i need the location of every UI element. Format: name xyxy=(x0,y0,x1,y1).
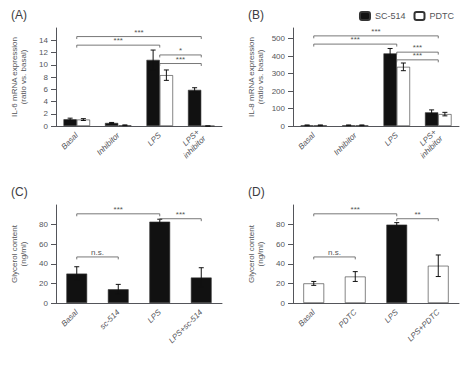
svg-text:500: 500 xyxy=(272,34,286,43)
svg-text:Inhibitor: Inhibitor xyxy=(95,131,122,158)
svg-text:IL-8 mRNA expression: IL-8 mRNA expression xyxy=(247,37,256,117)
svg-text:Basal: Basal xyxy=(59,308,80,329)
svg-text:40: 40 xyxy=(39,259,48,268)
svg-text:(ng/ml): (ng/ml) xyxy=(256,241,265,266)
svg-text:(ratio vs. basal): (ratio vs. basal) xyxy=(19,49,28,104)
svg-text:60: 60 xyxy=(39,240,48,249)
svg-text:inhibitor: inhibitor xyxy=(418,134,444,160)
svg-text:LPS+: LPS+ xyxy=(417,127,439,148)
svg-text:(C): (C) xyxy=(11,185,28,199)
svg-text:Glycerol content: Glycerol content xyxy=(247,224,256,283)
svg-text:10: 10 xyxy=(39,60,48,69)
svg-text:***: *** xyxy=(114,36,123,45)
svg-text:(A): (A) xyxy=(11,8,27,22)
svg-text:LPS: LPS xyxy=(383,130,401,148)
svg-text:Inhibitor: Inhibitor xyxy=(332,131,359,158)
svg-text:20: 20 xyxy=(276,279,285,288)
svg-text:0: 0 xyxy=(44,299,49,308)
svg-text:0: 0 xyxy=(281,299,286,308)
svg-text:4: 4 xyxy=(44,97,49,106)
svg-text:SC-514: SC-514 xyxy=(375,11,406,21)
svg-text:***: *** xyxy=(114,205,123,214)
svg-text:(ratio vs. basal): (ratio vs. basal) xyxy=(256,49,265,104)
svg-text:400: 400 xyxy=(272,52,286,61)
svg-text:2: 2 xyxy=(44,109,49,118)
svg-text:***: *** xyxy=(413,51,422,60)
svg-text:Basal: Basal xyxy=(59,131,80,152)
svg-text:inhibitor: inhibitor xyxy=(181,134,207,160)
svg-text:***: *** xyxy=(176,55,185,64)
svg-text:200: 200 xyxy=(272,87,286,96)
svg-text:LPS: LPS xyxy=(146,130,164,148)
svg-text:80: 80 xyxy=(276,220,285,229)
svg-text:0: 0 xyxy=(281,122,286,131)
svg-text:PDTC: PDTC xyxy=(430,11,455,21)
svg-text:**: ** xyxy=(414,210,420,219)
svg-text:LPS+PDTC: LPS+PDTC xyxy=(406,308,442,344)
svg-text:40: 40 xyxy=(276,259,285,268)
svg-text:n.s.: n.s. xyxy=(328,248,341,257)
svg-text:LPS: LPS xyxy=(146,307,164,325)
svg-text:12: 12 xyxy=(39,48,48,57)
svg-text:n.s.: n.s. xyxy=(91,248,104,257)
svg-text:0: 0 xyxy=(44,122,49,131)
svg-text:8: 8 xyxy=(44,73,49,82)
svg-text:14: 14 xyxy=(39,36,48,45)
svg-text:IL-6 mRNA expression: IL-6 mRNA expression xyxy=(10,37,19,117)
svg-text:100: 100 xyxy=(272,104,286,113)
svg-text:(D): (D) xyxy=(248,185,265,199)
svg-text:sc-514: sc-514 xyxy=(98,307,122,331)
svg-text:Basal: Basal xyxy=(296,308,317,329)
svg-text:20: 20 xyxy=(39,279,48,288)
svg-text:60: 60 xyxy=(276,240,285,249)
svg-text:Basal: Basal xyxy=(296,131,317,152)
svg-text:6: 6 xyxy=(44,85,49,94)
svg-text:Glycerol content: Glycerol content xyxy=(10,224,19,283)
svg-text:80: 80 xyxy=(39,220,48,229)
svg-text:(ng/ml): (ng/ml) xyxy=(19,241,28,266)
svg-text:LPS+: LPS+ xyxy=(180,127,202,148)
svg-text:LPS+sc-514: LPS+sc-514 xyxy=(167,307,205,345)
svg-text:***: *** xyxy=(134,28,143,37)
svg-text:(B): (B) xyxy=(248,8,264,22)
svg-text:***: *** xyxy=(351,205,360,214)
svg-text:***: *** xyxy=(351,35,360,44)
svg-text:***: *** xyxy=(371,27,380,36)
svg-text:PDTC: PDTC xyxy=(337,308,359,330)
svg-text:LPS: LPS xyxy=(383,307,401,325)
svg-text:300: 300 xyxy=(272,69,286,78)
svg-text:***: *** xyxy=(176,210,185,219)
